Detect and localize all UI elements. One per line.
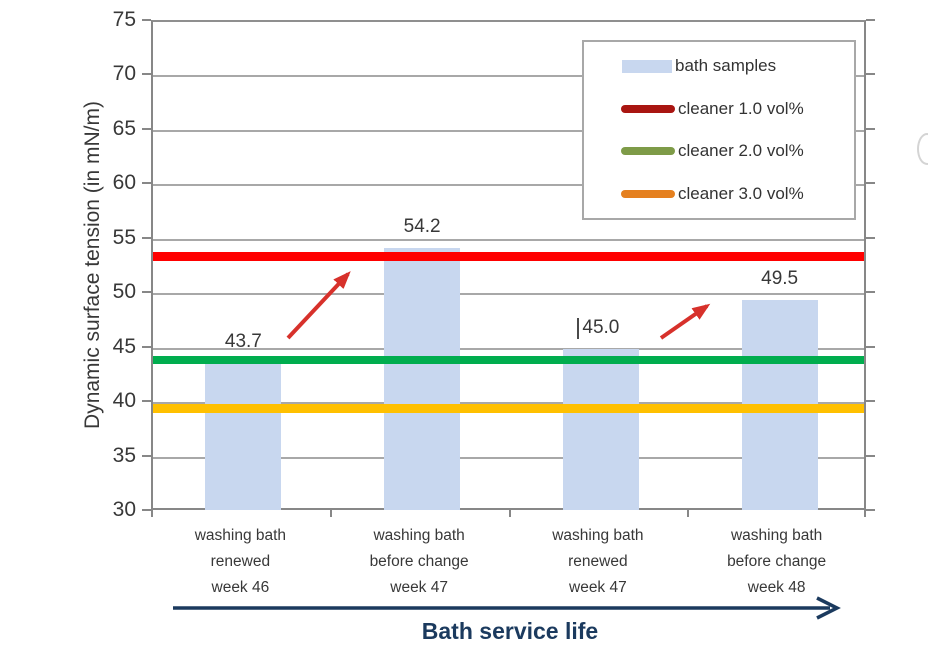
right-tick — [866, 182, 875, 185]
bottom-tick — [151, 510, 153, 517]
bar — [205, 362, 282, 510]
category-label-line: washing bath — [194, 527, 287, 544]
category-label-line: washing bath — [730, 527, 823, 544]
left-tick — [142, 236, 151, 239]
category-label-line: week 48 — [747, 579, 806, 596]
right-tick — [866, 291, 875, 294]
y-tick-label: 50 — [112, 280, 136, 304]
y-tick-label: 45 — [112, 334, 136, 358]
category-label: washing bath before change week 48 — [687, 523, 866, 601]
category-label-line: washing bath — [552, 527, 644, 544]
bar — [562, 348, 639, 510]
left-tick — [142, 73, 151, 76]
bar-value-label: 54.2 — [403, 216, 441, 238]
legend-row: cleaner 2.0 vol% — [584, 131, 854, 171]
left-tick — [142, 509, 151, 511]
reference-line-3 — [153, 404, 864, 414]
left-tick — [142, 182, 151, 185]
legend-swatch-rect — [622, 59, 672, 73]
gridline — [153, 129, 864, 132]
bar-value-label: 49.5 — [761, 267, 799, 289]
y-tick-label: 60 — [112, 171, 136, 195]
legend-swatch-line — [621, 104, 675, 113]
reference-line-1 — [153, 251, 864, 261]
y-tick-label: 75 — [112, 8, 136, 31]
category-label: washing bath renewed week 46 — [151, 523, 330, 601]
right-tick — [866, 73, 875, 76]
right-tick — [866, 236, 875, 239]
gridline — [153, 75, 864, 78]
legend-label: cleaner 3.0 vol% — [678, 183, 804, 203]
category-label: washing bath renewed week 47 — [509, 523, 688, 601]
bar-value-label: 43.7 — [224, 330, 262, 352]
bottom-tick — [864, 510, 866, 517]
y-tick-label: 40 — [112, 389, 136, 413]
right-tick — [866, 509, 875, 511]
legend-row: cleaner 3.0 vol% — [584, 174, 854, 214]
legend-row: cleaner 1.0 vol% — [584, 89, 854, 129]
legend-label: cleaner 1.0 vol% — [678, 98, 804, 118]
left-tick — [142, 400, 151, 403]
right-tick — [866, 19, 875, 21]
left-tick — [142, 19, 151, 21]
x-axis-title: Bath service life — [421, 618, 599, 644]
right-tick — [866, 400, 875, 403]
legend-swatch-line — [621, 147, 675, 156]
text-cursor-artifact — [576, 317, 579, 339]
legend: bath samples cleaner 1.0 vol% cleaner 2.0 … — [582, 40, 856, 220]
gridline — [153, 293, 864, 296]
y-tick-label: 35 — [112, 443, 136, 467]
category-label-line: week 47 — [569, 579, 627, 596]
y-tick-label: 30 — [112, 498, 136, 521]
bottom-tick — [329, 510, 332, 517]
category-label-line: before change — [727, 553, 827, 570]
gridline — [153, 238, 864, 241]
right-tick — [866, 454, 875, 457]
legend-row: bath samples — [584, 46, 854, 86]
y-tick-label: 55 — [112, 225, 136, 249]
gridline — [153, 456, 864, 459]
bottom-tick — [508, 510, 511, 517]
legend-swatch-line — [621, 189, 675, 198]
x-axis-arrow-head — [816, 596, 841, 620]
bar — [384, 248, 461, 510]
left-tick — [142, 345, 151, 348]
category-label-line: before change — [369, 553, 469, 570]
right-tick — [866, 345, 875, 348]
bar-value-label: 45.0 — [582, 316, 620, 338]
category-label: washing bath before change week 47 — [330, 523, 509, 601]
legend-label: cleaner 2.0 vol% — [678, 141, 804, 161]
gridline — [153, 402, 864, 405]
reference-line-2 — [153, 355, 864, 364]
cutoff-circle-artifact — [917, 133, 928, 165]
y-tick-label: 65 — [112, 116, 136, 140]
y-axis-title: Dynamic surface tension (in mN/m) — [81, 101, 104, 429]
right-tick — [866, 127, 875, 130]
legend-label: bath samples — [675, 56, 777, 76]
left-tick — [142, 291, 151, 294]
y-tick-label: 70 — [112, 62, 136, 86]
category-label-line: washing bath — [373, 527, 465, 544]
left-tick — [142, 127, 151, 130]
category-label-line: renewed — [210, 553, 271, 570]
bottom-tick — [687, 510, 690, 517]
category-label-line: renewed — [568, 553, 628, 570]
gridline — [153, 347, 864, 350]
left-tick — [142, 454, 151, 457]
category-label-line: week 46 — [211, 579, 270, 596]
gridline — [153, 184, 864, 187]
category-label-line: week 47 — [390, 579, 448, 596]
